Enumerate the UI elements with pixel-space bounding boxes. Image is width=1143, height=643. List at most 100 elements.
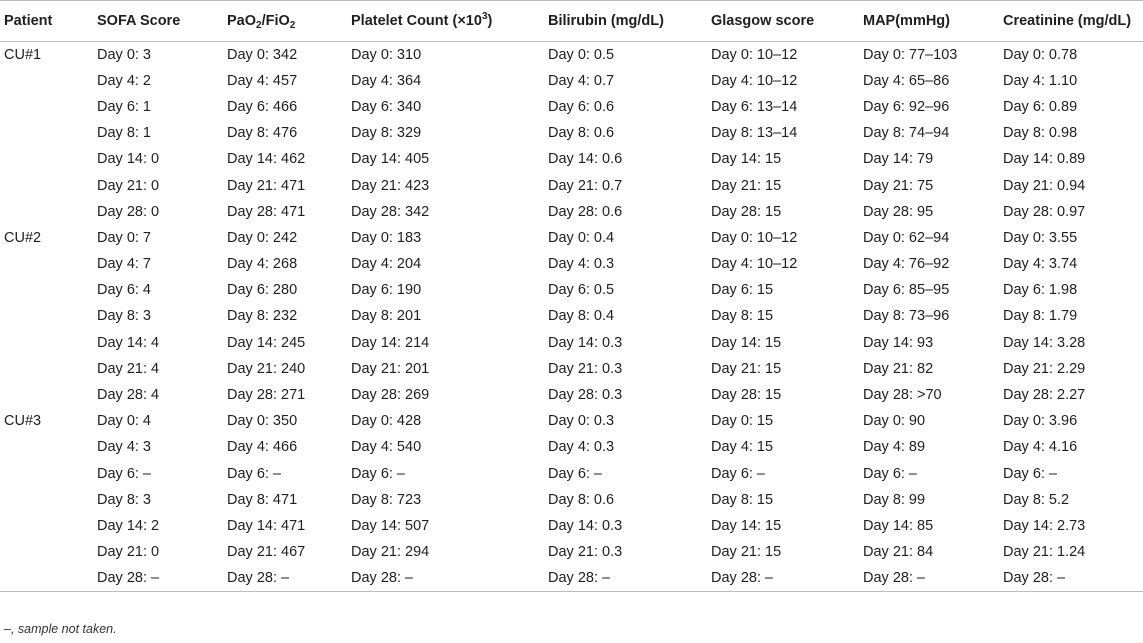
cell-bilirubin: Day 28: – xyxy=(548,570,611,587)
cell-pao2: Day 0: 242 xyxy=(227,229,298,246)
cell-map: Day 14: 79 xyxy=(863,151,934,168)
cell-sofa: Day 6: 4 xyxy=(97,282,151,299)
cell-pao2: Day 28: 271 xyxy=(227,387,306,404)
cell-bilirubin: Day 14: 0.6 xyxy=(548,151,623,168)
cell-map: Day 4: 65–86 xyxy=(863,72,950,89)
header-pao2-fio2: PaO2/FiO2 xyxy=(223,1,347,42)
cell-platelet: Day 21: 294 xyxy=(351,544,430,561)
cell-glasgow: Day 8: 15 xyxy=(711,491,774,508)
cell-bilirubin: Day 0: 0.4 xyxy=(548,229,615,246)
cell-platelet: Day 21: 201 xyxy=(351,360,430,377)
cell-pao2: Day 8: 232 xyxy=(227,308,298,325)
cell-map: Day 28: 95 xyxy=(863,203,934,220)
cell-glasgow: Day 21: 15 xyxy=(711,177,782,194)
cell-creatinine: Day 6: – xyxy=(1003,465,1057,482)
cell-map: Day 0: 62–94 xyxy=(863,229,950,246)
cell-sofa: Day 21: 4 xyxy=(97,360,160,377)
cell-map: Day 28: >70 xyxy=(863,387,942,404)
cell-platelet: Day 6: – xyxy=(351,465,405,482)
cell-glasgow: Day 28: 15 xyxy=(711,203,782,220)
table-row: Day 8: 1 Day 8: 476 Day 8: 329 Day 8: 0.6 Da… xyxy=(0,120,1143,146)
cell-sofa: Day 14: 0 xyxy=(97,151,160,168)
cell-sofa: Day 14: 4 xyxy=(97,334,160,351)
cell-creatinine: Day 8: 1.79 xyxy=(1003,308,1078,325)
cell-patient xyxy=(0,330,93,356)
cell-pao2: Day 14: 471 xyxy=(227,517,306,534)
cell-creatinine: Day 28: 2.27 xyxy=(1003,387,1086,404)
cell-pao2: Day 14: 462 xyxy=(227,151,306,168)
cell-bilirubin: Day 21: 0.7 xyxy=(548,177,623,194)
header-map: MAP(mmHg) xyxy=(863,13,950,29)
cell-glasgow: Day 28: – xyxy=(711,570,774,587)
cell-sofa: Day 0: 7 xyxy=(97,229,151,246)
cell-creatinine: Day 28: – xyxy=(1003,570,1066,587)
cell-platelet: Day 28: 342 xyxy=(351,203,430,220)
cell-bilirubin: Day 4: 0.3 xyxy=(548,256,615,273)
cell-pao2: Day 6: 280 xyxy=(227,282,298,299)
cell-pao2: Day 21: 467 xyxy=(227,544,306,561)
cell-creatinine: Day 21: 2.29 xyxy=(1003,360,1086,377)
cell-map: Day 8: 74–94 xyxy=(863,125,950,142)
header-patient: Patient xyxy=(4,13,53,29)
table-row: Day 14: 4 Day 14: 245 Day 14: 214 Day 14: 0… xyxy=(0,330,1143,356)
table-row: CU#3 Day 0: 4 Day 0: 350 Day 0: 428 Day 0: 0… xyxy=(0,408,1143,434)
cell-creatinine: Day 21: 1.24 xyxy=(1003,544,1086,561)
cell-map: Day 28: – xyxy=(863,570,926,587)
table-row: Day 14: 0 Day 14: 462 Day 14: 405 Day 14: 0… xyxy=(0,146,1143,172)
cell-glasgow: Day 4: 10–12 xyxy=(711,72,798,89)
cell-glasgow: Day 21: 15 xyxy=(711,360,782,377)
cell-sofa: Day 0: 3 xyxy=(97,46,151,63)
cell-creatinine: Day 28: 0.97 xyxy=(1003,203,1086,220)
cell-map: Day 0: 77–103 xyxy=(863,46,958,63)
cell-platelet: Day 4: 364 xyxy=(351,72,422,89)
cell-platelet: Day 6: 340 xyxy=(351,98,422,115)
header-platelet: Platelet Count (×103) xyxy=(347,1,544,42)
cell-sofa: Day 8: 3 xyxy=(97,491,151,508)
cell-glasgow: Day 0: 10–12 xyxy=(711,229,798,246)
cell-bilirubin: Day 6: – xyxy=(548,465,602,482)
cell-platelet: Day 21: 423 xyxy=(351,177,430,194)
cell-pao2: Day 4: 457 xyxy=(227,72,298,89)
cell-platelet: Day 0: 183 xyxy=(351,229,422,246)
cell-sofa: Day 4: 7 xyxy=(97,256,151,273)
cell-map: Day 8: 99 xyxy=(863,491,926,508)
cell-bilirubin: Day 21: 0.3 xyxy=(548,360,623,377)
table-row: Day 8: 3 Day 8: 232 Day 8: 201 Day 8: 0.4 Da… xyxy=(0,303,1143,329)
cell-platelet: Day 14: 214 xyxy=(351,334,430,351)
table-row: Day 28: – Day 28: – Day 28: – Day 28: – Day … xyxy=(0,565,1143,592)
cell-pao2: Day 0: 350 xyxy=(227,413,298,430)
cell-map: Day 21: 75 xyxy=(863,177,934,194)
cell-platelet: Day 8: 723 xyxy=(351,491,422,508)
header-glasgow: Glasgow score xyxy=(711,13,815,29)
cell-platelet: Day 0: 428 xyxy=(351,413,422,430)
header-platelet-superscript: 3 xyxy=(481,11,488,22)
cell-bilirubin: Day 6: 0.6 xyxy=(548,98,615,115)
cell-sofa: Day 4: 2 xyxy=(97,72,151,89)
table-row: Day 28: 4 Day 28: 271 Day 28: 269 Day 28: 0… xyxy=(0,382,1143,408)
cell-platelet: Day 14: 405 xyxy=(351,151,430,168)
cell-sofa: Day 0: 4 xyxy=(97,413,151,430)
header-pao2-text: PaO xyxy=(227,13,257,29)
cell-glasgow: Day 8: 15 xyxy=(711,308,774,325)
cell-patient xyxy=(0,277,93,303)
cell-map: Day 6: – xyxy=(863,465,917,482)
cell-glasgow: Day 4: 15 xyxy=(711,439,774,456)
table-row: Day 4: 2 Day 4: 457 Day 4: 364 Day 4: 0.7 Da… xyxy=(0,68,1143,94)
cell-bilirubin: Day 6: 0.5 xyxy=(548,282,615,299)
cell-creatinine: Day 0: 0.78 xyxy=(1003,46,1078,63)
cell-bilirubin: Day 14: 0.3 xyxy=(548,517,623,534)
cell-glasgow: Day 6: – xyxy=(711,465,765,482)
header-fio2-subscript: 2 xyxy=(289,20,296,31)
cell-creatinine: Day 21: 0.94 xyxy=(1003,177,1086,194)
cell-map: Day 6: 85–95 xyxy=(863,282,950,299)
cell-pao2: Day 4: 466 xyxy=(227,439,298,456)
cell-creatinine: Day 4: 1.10 xyxy=(1003,72,1078,89)
cell-creatinine: Day 6: 0.89 xyxy=(1003,98,1078,115)
cell-platelet: Day 4: 204 xyxy=(351,256,422,273)
cell-bilirubin: Day 8: 0.6 xyxy=(548,491,615,508)
table-row: Day 6: 1 Day 6: 466 Day 6: 340 Day 6: 0.6 Da… xyxy=(0,94,1143,120)
table-body: CU#1 Day 0: 3 Day 0: 342 Day 0: 310 Day 0: 0… xyxy=(0,42,1143,592)
cell-patient xyxy=(0,94,93,120)
table-row: Day 4: 3 Day 4: 466 Day 4: 540 Day 4: 0.3 Da… xyxy=(0,434,1143,460)
cell-glasgow: Day 14: 15 xyxy=(711,517,782,534)
